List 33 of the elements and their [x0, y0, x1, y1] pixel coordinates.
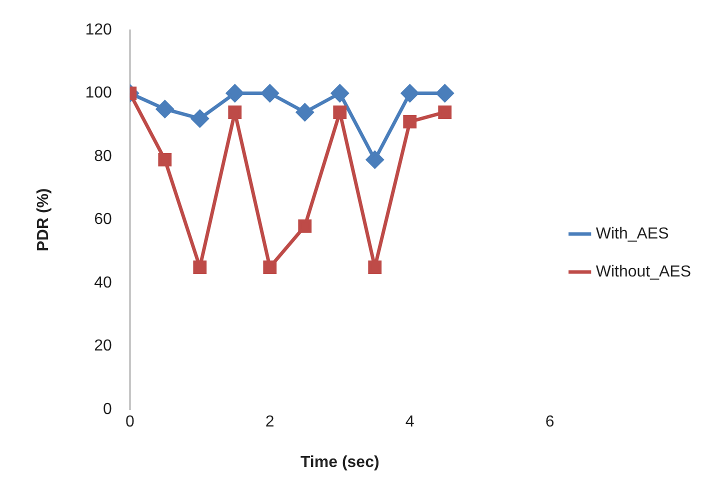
point	[263, 260, 277, 274]
point	[298, 219, 312, 233]
y-axis-title: PDR (%)	[35, 188, 52, 252]
point	[156, 100, 174, 118]
point	[368, 260, 382, 274]
point	[191, 110, 209, 128]
point	[193, 260, 207, 274]
legend-label: Without_AES	[596, 263, 691, 280]
point	[403, 115, 417, 128]
legend-label: With_AES	[596, 225, 669, 242]
point	[158, 152, 172, 166]
point	[296, 103, 314, 121]
point	[366, 150, 384, 168]
point	[333, 106, 347, 119]
x-tick-label: 2	[265, 414, 274, 431]
y-tick-label: 0	[102, 401, 112, 418]
x-tick-label: 6	[545, 414, 554, 431]
point	[438, 106, 452, 119]
x-tick-label: 0	[125, 414, 134, 431]
point	[331, 84, 349, 102]
y-tick-label: 20	[94, 338, 112, 355]
y-tick-label: 80	[94, 148, 112, 165]
y-tick-label: 60	[94, 211, 112, 228]
point	[226, 84, 244, 102]
y-tick-label: 40	[94, 274, 112, 292]
point	[261, 84, 279, 102]
y-tick-label: 120	[85, 21, 112, 38]
point	[401, 84, 419, 102]
x-axis-title: Time (sec)	[300, 454, 380, 471]
y-tick-label: 100	[85, 84, 112, 102]
point	[436, 84, 454, 102]
x-tick-label: 4	[405, 414, 414, 431]
point	[228, 106, 242, 119]
